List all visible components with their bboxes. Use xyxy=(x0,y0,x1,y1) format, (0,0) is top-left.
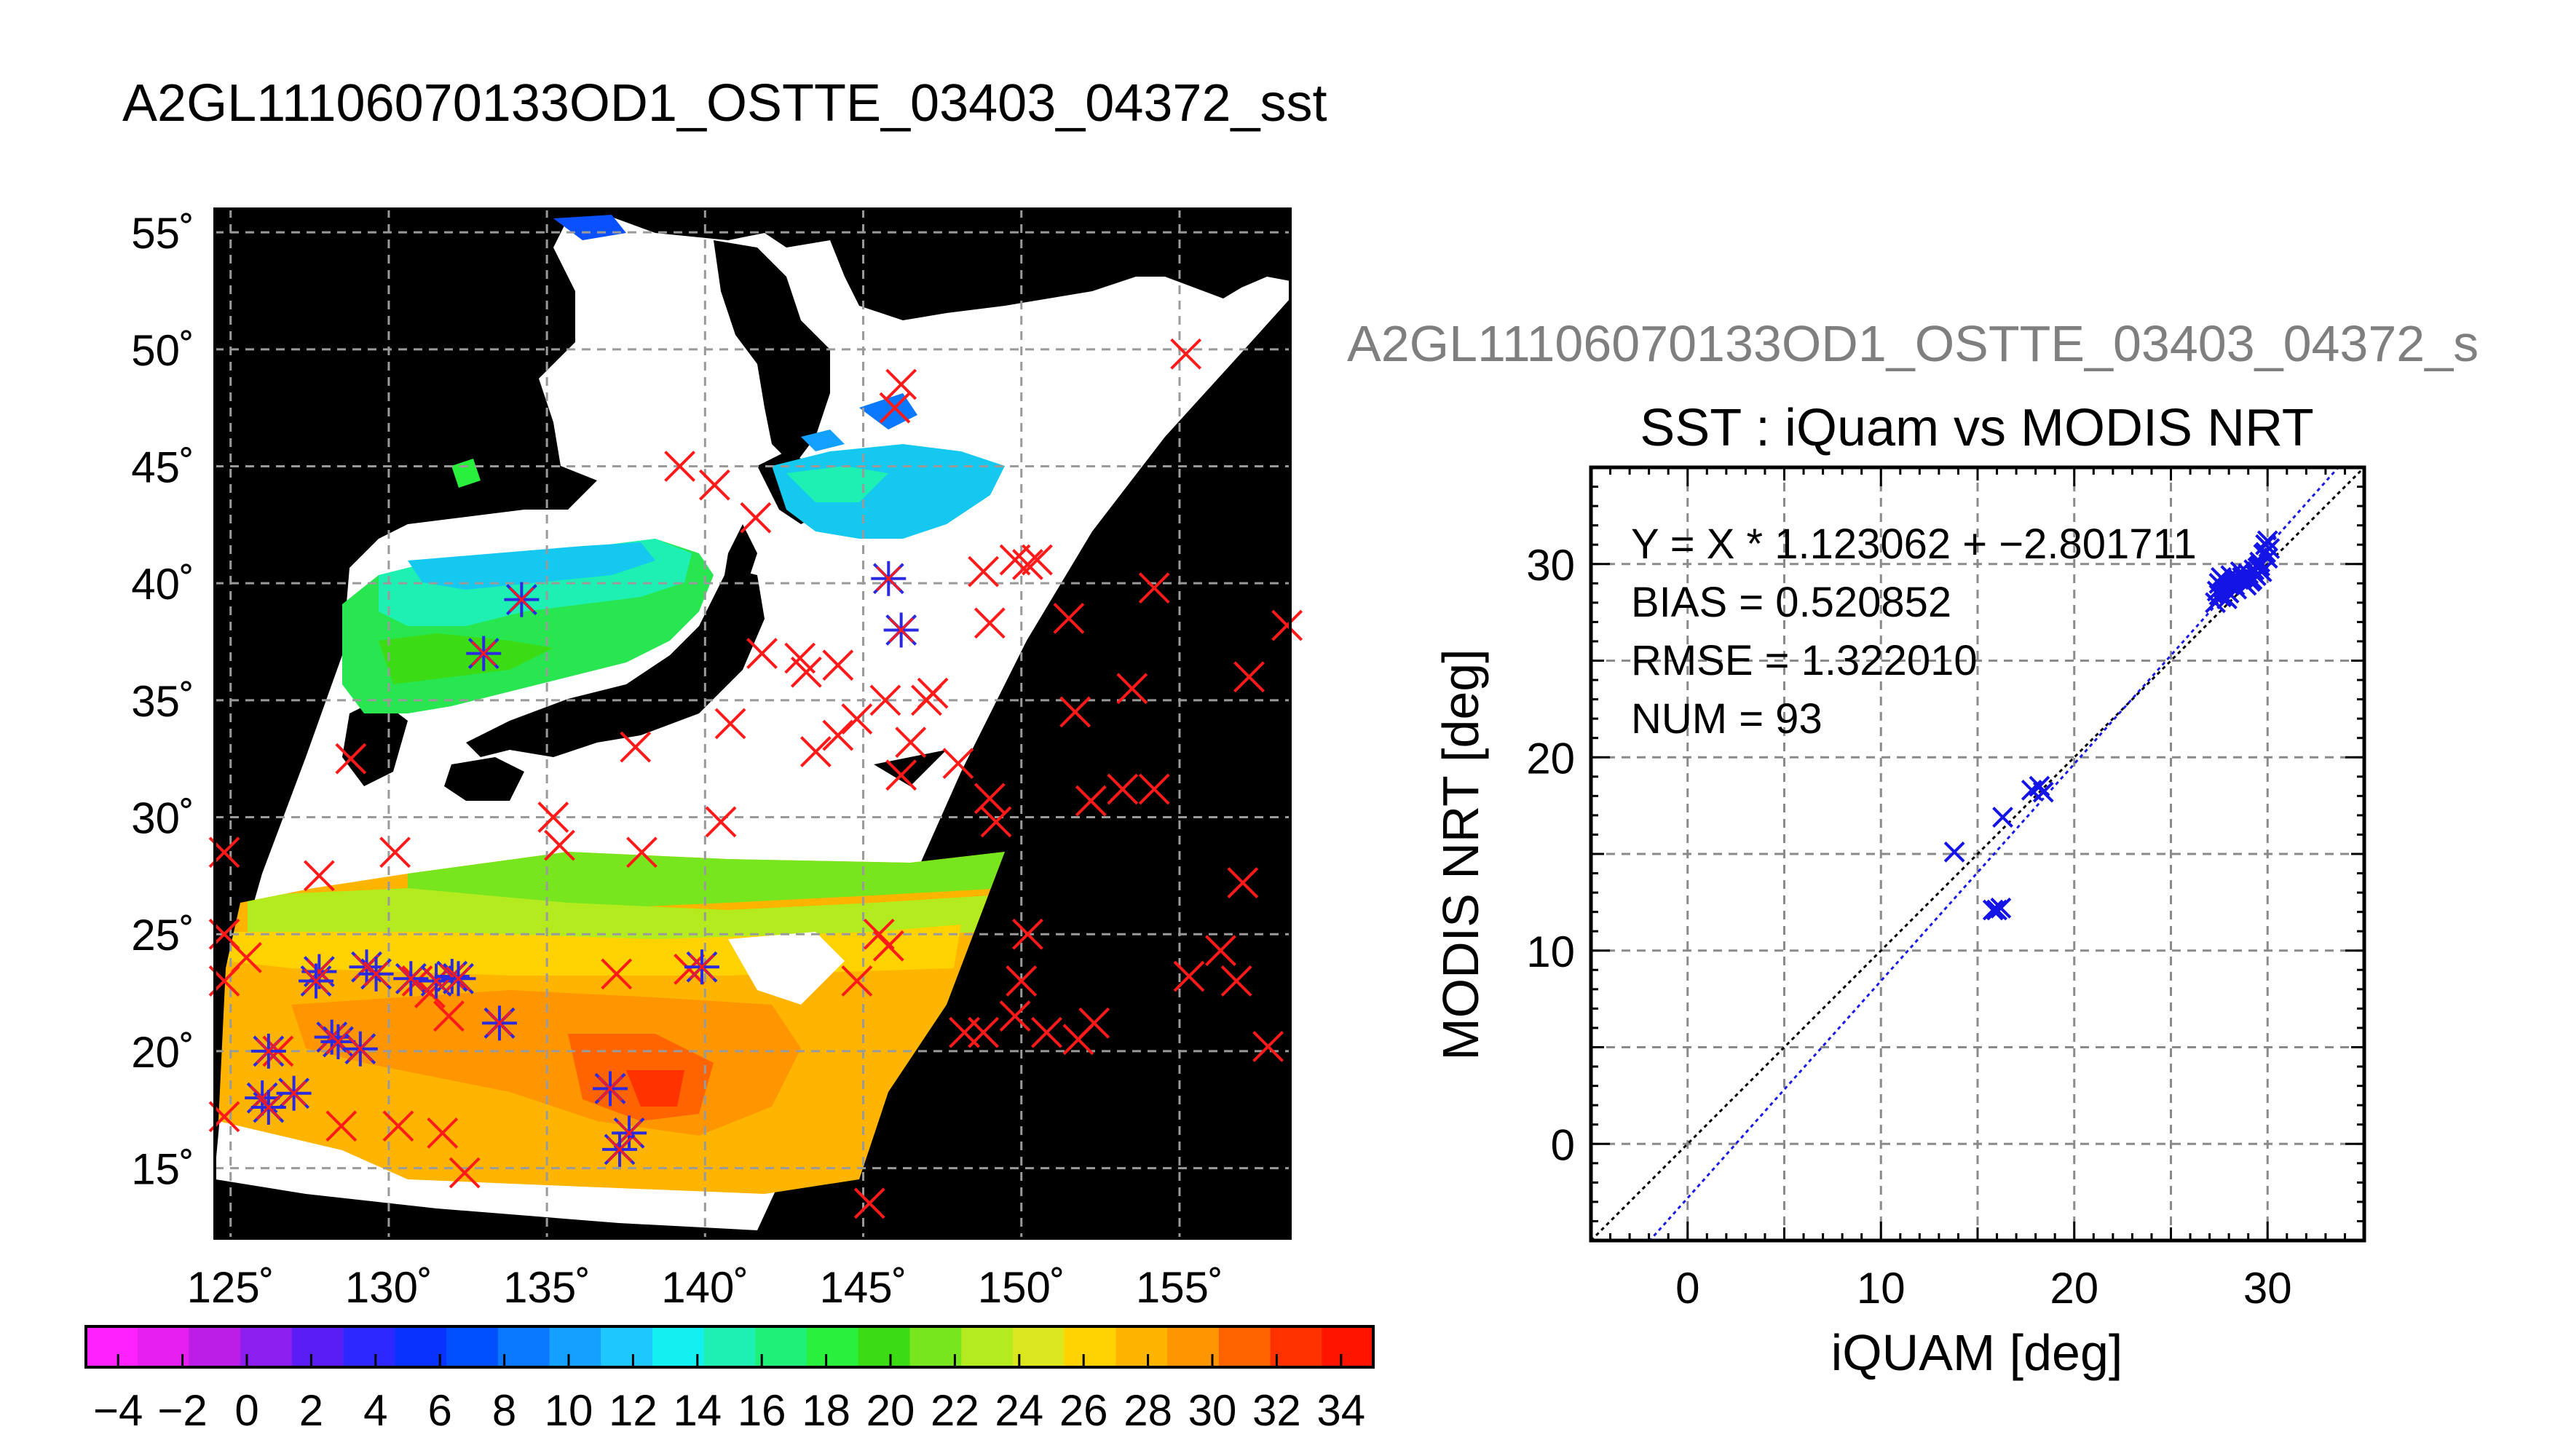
scatter-x-tick-label: 0 xyxy=(1675,1264,1699,1313)
colorbar-segment xyxy=(1271,1326,1323,1367)
colorbar-segment xyxy=(189,1326,241,1367)
scatter-y-tick-label: 20 xyxy=(1526,734,1575,783)
colorbar-segment xyxy=(1219,1326,1271,1367)
colorbar-tick-label: −2 xyxy=(157,1386,207,1435)
colorbar-segment xyxy=(807,1326,859,1367)
scatter-stats-line: RMSE = 1.322010 xyxy=(1631,637,1978,684)
colorbar-tick-label: 22 xyxy=(931,1386,979,1435)
colorbar-segment xyxy=(1115,1326,1168,1367)
colorbar: −4 −2 0 2 4 6 8 10 12 14 16 18 20 22 24 26 28 30 32 34 xyxy=(86,1326,1374,1435)
colorbar-segment xyxy=(344,1326,396,1367)
scatter-stats-line: BIAS = 0.520852 xyxy=(1631,579,1951,626)
map-lon-tick-label: 150˚ xyxy=(978,1263,1065,1312)
map-lat-tick-label: 35˚ xyxy=(131,677,194,726)
colorbar-tick-label: 34 xyxy=(1316,1386,1365,1435)
colorbar-segment xyxy=(1322,1326,1374,1367)
scatter-super-title: A2GL11106070133OD1_OSTTE_03403_04372_s xyxy=(1347,315,2479,372)
scatter-point xyxy=(1994,808,2013,827)
colorbar-tick-label: 26 xyxy=(1059,1386,1108,1435)
scatter-plot: 0 10 20 30 0 10 20 30 Y = X * 1.123062 + −2.8017… xyxy=(1526,438,2364,1313)
map-lat-tick-label: 15˚ xyxy=(131,1145,194,1194)
scatter-x-tick-label: 10 xyxy=(1857,1264,1906,1313)
colorbar-segment xyxy=(498,1326,550,1367)
map-lon-tick-label: 135˚ xyxy=(503,1263,591,1312)
map-lon-tick-label: 145˚ xyxy=(819,1263,907,1312)
scatter-x-label: iQUAM [deg] xyxy=(1831,1324,2123,1381)
map-lat-tick-label: 55˚ xyxy=(131,209,194,258)
colorbar-tick-label: 2 xyxy=(299,1386,323,1435)
map-lat-tick-label: 45˚ xyxy=(131,443,194,492)
colorbar-segment xyxy=(601,1326,653,1367)
colorbar-tick-label: 8 xyxy=(492,1386,516,1435)
scatter-x-tick-label: 20 xyxy=(2050,1264,2098,1313)
colorbar-segment xyxy=(240,1326,293,1367)
scatter-y-tick-label: 30 xyxy=(1526,541,1575,590)
colorbar-tick-label: 6 xyxy=(428,1386,452,1435)
page-title: A2GL11106070133OD1_OSTTE_03403_04372_sst xyxy=(122,74,1327,132)
colorbar-tick-label: 10 xyxy=(545,1386,593,1435)
colorbar-tick-label: 18 xyxy=(802,1386,850,1435)
map-lat-tick-label: 25˚ xyxy=(131,911,194,960)
colorbar-segment xyxy=(549,1326,601,1367)
map-lat-tick-label: 40˚ xyxy=(131,560,194,609)
colorbar-segment xyxy=(292,1326,344,1367)
colorbar-tick-label: −4 xyxy=(93,1386,143,1435)
colorbar-segment xyxy=(755,1326,807,1367)
scatter-stats-line: NUM = 93 xyxy=(1631,695,1823,743)
colorbar-tick-label: 0 xyxy=(234,1386,258,1435)
colorbar-segment xyxy=(1065,1326,1117,1367)
map-lat-tick-label: 20˚ xyxy=(131,1028,194,1077)
map-lat-tick-label: 30˚ xyxy=(131,794,194,843)
map-lon-tick-label: 130˚ xyxy=(345,1263,433,1312)
map-lon-tick-label: 125˚ xyxy=(187,1263,275,1312)
scatter-y-tick-label: 0 xyxy=(1551,1120,1575,1169)
colorbar-tick-label: 32 xyxy=(1252,1386,1301,1435)
map-lat-tick-label: 50˚ xyxy=(131,326,194,375)
colorbar-tick-label: 14 xyxy=(673,1386,722,1435)
scatter-stats-line: Y = X * 1.123062 + −2.801711 xyxy=(1631,521,2197,568)
map-lon-tick-label: 140˚ xyxy=(661,1263,749,1312)
colorbar-tick-label: 20 xyxy=(866,1386,915,1435)
colorbar-tick-label: 4 xyxy=(363,1386,387,1435)
colorbar-segment xyxy=(1013,1326,1065,1367)
scatter-title: SST : iQuam vs MODIS NRT xyxy=(1640,399,2314,457)
scatter-y-tick-label: 10 xyxy=(1526,927,1575,976)
colorbar-segment xyxy=(704,1326,757,1367)
map-lon-tick-label: 155˚ xyxy=(1136,1263,1223,1312)
colorbar-tick-label: 30 xyxy=(1188,1386,1237,1435)
scatter-point xyxy=(1945,842,1964,861)
scatter-y-label: MODIS NRT [deg] xyxy=(1432,649,1489,1060)
colorbar-tick-label: 16 xyxy=(738,1386,786,1435)
colorbar-tick-label: 24 xyxy=(995,1386,1043,1435)
scatter-x-tick-label: 30 xyxy=(2243,1264,2292,1313)
colorbar-segment xyxy=(86,1326,138,1367)
colorbar-tick-label: 12 xyxy=(609,1386,657,1435)
colorbar-tick-label: 28 xyxy=(1124,1386,1172,1435)
colorbar-segment xyxy=(961,1326,1014,1367)
colorbar-segment xyxy=(446,1326,499,1367)
colorbar-segment xyxy=(858,1326,911,1367)
sst-map: 125˚ 130˚ 135˚ 140˚ 145˚ 150˚ 155˚ 15˚ 20˚ 25˚ 30˚… xyxy=(131,209,1301,1312)
scatter-panel: A2GL11106070133OD1_OSTTE_03403_04372_s S… xyxy=(1347,315,2479,1381)
